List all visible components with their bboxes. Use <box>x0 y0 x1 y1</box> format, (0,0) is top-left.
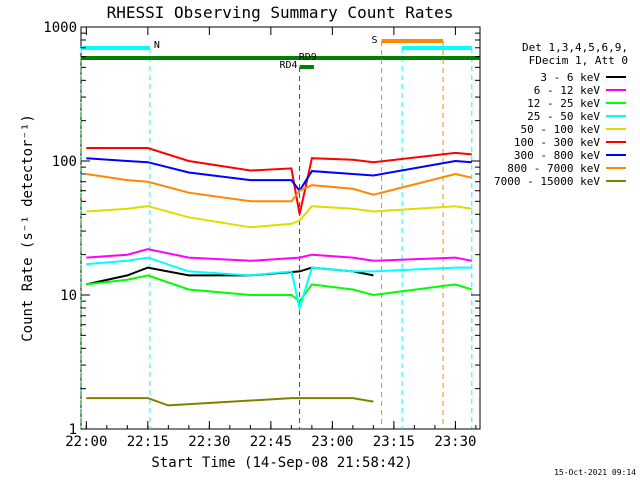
x-tick-label: 22:30 <box>188 434 230 450</box>
x-tick-label: 23:00 <box>311 434 353 450</box>
x-tick-label: 23:30 <box>434 434 476 450</box>
annotation-label-s: S <box>372 35 378 46</box>
series-layer <box>86 147 473 407</box>
x-tick-label: 22:45 <box>250 434 292 450</box>
legend-label: 12 - 25 keV <box>527 97 600 110</box>
y-tick-label: 10 <box>60 288 77 304</box>
x-axis-ticks: 22:00 22:15 22:30 22:45 23:00 23:15 23:30 <box>65 27 476 450</box>
x-tick-label: 22:00 <box>65 434 107 450</box>
legend-label: 7000 - 15000 keV <box>494 175 600 188</box>
legend-header-line: FDecim 1, Att 0 <box>529 54 628 67</box>
x-tick-label: 23:15 <box>373 434 415 450</box>
annotation-label-rd9: RD9 <box>299 52 317 63</box>
y-tick-label: 1 <box>69 422 77 438</box>
legend-label: 50 - 100 keV <box>521 123 601 136</box>
series-line-300-800-kev <box>86 157 472 193</box>
series-line-12-25-kev <box>86 274 473 303</box>
series-line-100-300-kev <box>86 147 472 215</box>
annotation-label-rd4: RD4 <box>280 60 298 71</box>
legend-label: 300 - 800 keV <box>514 149 600 162</box>
series-line-7000-15000-kev <box>86 397 374 407</box>
legend-header-line: Det 1,3,4,5,6,9, <box>522 41 628 54</box>
legend: Det 1,3,4,5,6,9,FDecim 1, Att 0 3 - 6 keV… <box>494 41 628 188</box>
legend-label: 3 - 6 keV <box>540 71 600 84</box>
y-tick-label: 1000 <box>43 20 77 36</box>
series-line-800-7000-kev <box>86 172 473 203</box>
series-line-50-100-kev <box>86 205 472 229</box>
legend-label: 100 - 300 keV <box>514 136 600 149</box>
legend-label: 25 - 50 keV <box>527 110 600 123</box>
legend-label: 800 - 7000 keV <box>507 162 600 175</box>
series-line-25-50-kev <box>86 256 472 312</box>
annotation-label-n: N <box>154 40 160 51</box>
x-axis-label: Start Time (14-Sep-08 21:58:42) <box>151 455 412 471</box>
y-axis-ticks: 1 10 100 1000 <box>43 20 480 438</box>
y-axis-label: Count Rate (s⁻¹ detector⁻¹) <box>20 114 36 342</box>
footer-date: 15-Oct-2021 09:14 <box>554 468 636 477</box>
x-tick-label: 22:15 <box>127 434 169 450</box>
series-line-6-12-kev <box>86 248 472 262</box>
chart-title: RHESSI Observing Summary Count Rates <box>107 3 454 22</box>
y-tick-label: 100 <box>52 154 77 170</box>
legend-label: 6 - 12 keV <box>534 84 601 97</box>
plot-frame <box>80 26 481 430</box>
